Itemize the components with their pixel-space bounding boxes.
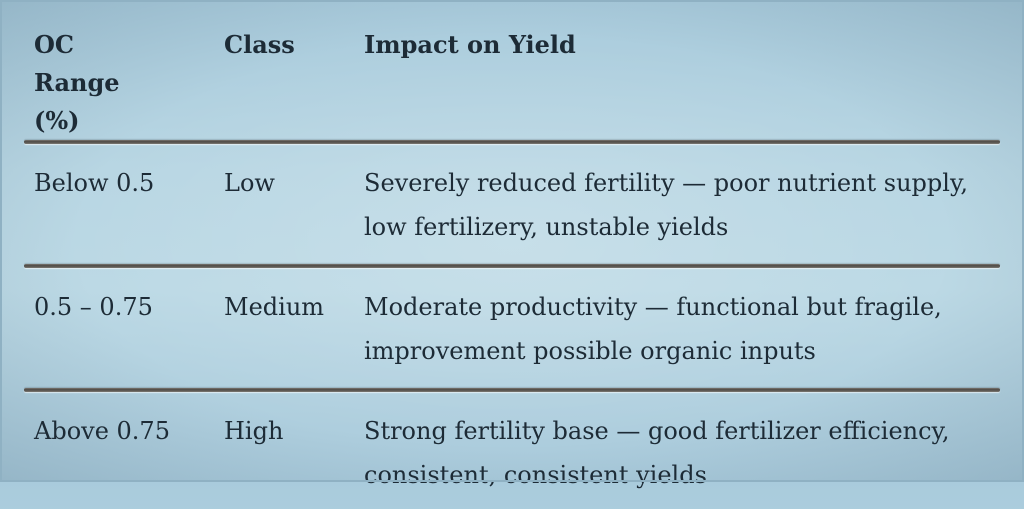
divider-row: [0, 140, 1024, 146]
cell-class: Low: [224, 169, 275, 197]
divider-row: [0, 388, 1024, 394]
cell-oc-range: Below 0.5: [34, 169, 155, 197]
header-impact: Impact on Yield: [364, 30, 576, 59]
cell-oc-range: Above 0.75: [34, 417, 170, 445]
divider-line: [24, 264, 1000, 268]
cell-class: Medium: [224, 293, 325, 321]
table-row: Above 0.75 High Strong fertility base — …: [0, 394, 1024, 509]
table-row: 0.5 – 0.75 Medium Moderate productivity …: [0, 270, 1024, 388]
header-class: Class: [224, 30, 295, 59]
cell-class: High: [224, 417, 284, 445]
impact-line: consistent, consistent yields: [364, 461, 707, 489]
cell-impact: Severely reduced fertility — poor nutrie…: [364, 146, 1024, 264]
divider-row: [0, 264, 1024, 270]
divider-line: [24, 388, 1000, 392]
impact-line: Moderate productivity — functional but f…: [364, 293, 942, 321]
impact-line: low fertilizery, unstable yields: [364, 213, 729, 241]
table-header-row: OC Range (%) Class Impact on Yield: [0, 0, 1024, 140]
table-row: Below 0.5 Low Severely reduced fertility…: [0, 146, 1024, 264]
cell-impact: Strong fertility base — good fertilizer …: [364, 394, 1024, 509]
cell-impact: Moderate productivity — functional but f…: [364, 270, 1024, 388]
impact-line: improvement possible organic inputs: [364, 337, 816, 365]
impact-line: Strong fertility base — good fertilizer …: [364, 417, 950, 445]
header-oc-range: OC Range (%): [34, 30, 120, 135]
divider-line: [24, 140, 1000, 144]
impact-line: Severely reduced fertility — poor nutrie…: [364, 169, 968, 197]
cell-oc-range: 0.5 – 0.75: [34, 293, 153, 321]
